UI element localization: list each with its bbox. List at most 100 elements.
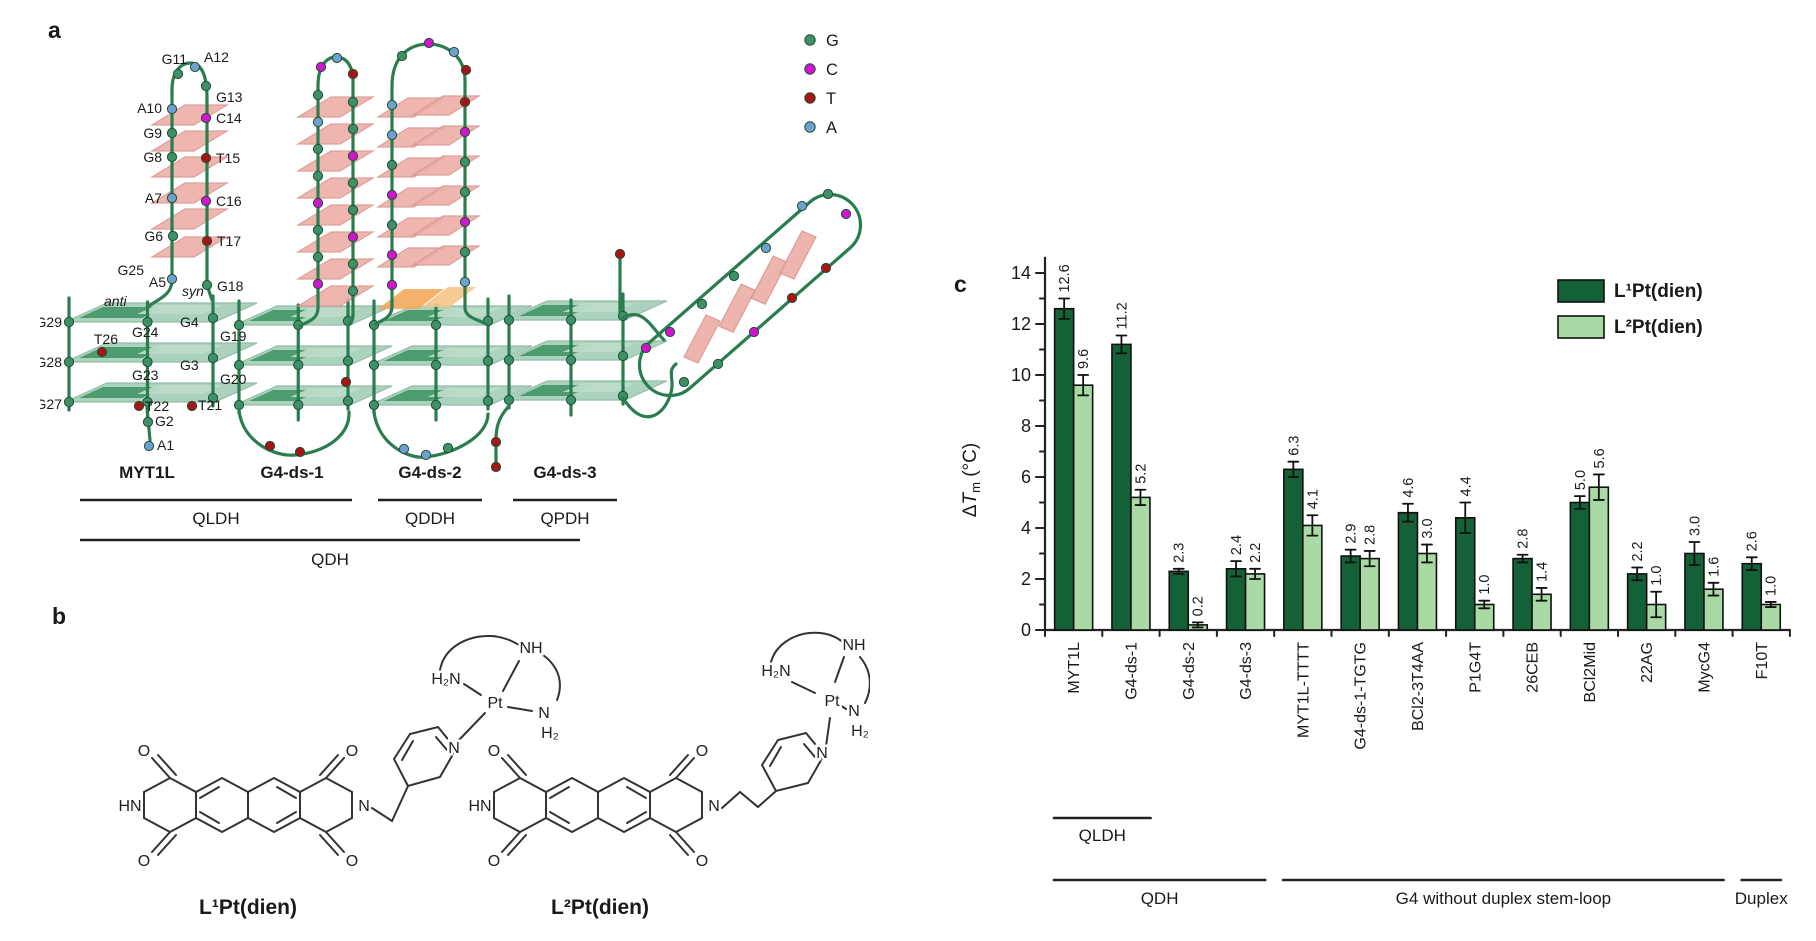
nucleotide-dot-G <box>312 143 324 155</box>
tetrad-face <box>149 130 230 152</box>
tetrad-face <box>149 208 230 230</box>
nucleotide-label-G9: G9 <box>143 125 162 141</box>
nucleotide-dot-C <box>386 249 398 261</box>
value-label-BCl2-3T4AA-s1: 4.6 <box>1401 478 1417 498</box>
strand-path <box>501 831 521 853</box>
bar-MYT1L-TTTT-s1 <box>1283 468 1304 631</box>
chart-group-label: G4 without duplex stem-loop <box>1396 889 1611 908</box>
chart-group-label: Duplex <box>1735 889 1788 908</box>
nucleotide-label-G28: G28 <box>40 354 62 370</box>
nucleotide-dot-G <box>166 127 178 139</box>
value-label-P1G4T-s2: 1.0 <box>1477 575 1493 595</box>
nucleotide-label-G4: G4 <box>180 314 199 330</box>
bar-F10T-s1 <box>1741 562 1763 631</box>
bar-MYT1L-s1 <box>1053 307 1075 631</box>
nucleotide-dot-G <box>166 151 178 163</box>
value-label-G4-ds-2-s2: 0.2 <box>1191 596 1207 616</box>
strand-path <box>195 776 249 834</box>
value-label-G4-ds-3-s1: 2.4 <box>1229 535 1245 555</box>
strand-path <box>803 743 816 758</box>
tetrad-face <box>295 150 376 172</box>
chart-legend-label-1: L¹Pt(dien) <box>1614 281 1703 302</box>
nucleotide-label-G24: G24 <box>132 324 159 340</box>
tetrad-face <box>718 283 757 333</box>
tetrad-face <box>422 287 476 307</box>
bar-BCl2Mid-s2 <box>1588 486 1610 631</box>
atom-label-N: N <box>538 705 550 722</box>
y-tick-label: 4 <box>1021 518 1031 538</box>
panel-c-canvas: c ΔTm (°C) 0 2 4 6 8 10 12 14 12.6 9.6 MYT1L 11.2 5.… <box>954 256 1792 908</box>
tetrad-face <box>295 204 376 226</box>
nucleotide-label-A1: A1 <box>157 437 174 453</box>
strand-path <box>276 811 297 824</box>
value-label-MYT1L-s1: 12.6 <box>1057 264 1073 292</box>
legend-dot-G <box>804 34 816 46</box>
value-label-G4-ds-1-s1: 11.2 <box>1114 302 1130 329</box>
strand-path <box>494 404 511 466</box>
nucleotide-dot-C <box>386 279 398 291</box>
nucleotide-dot-G <box>293 399 304 411</box>
nucleotide-dot-G <box>347 204 359 216</box>
x-tick-label-MycG4: MycG4 <box>1696 642 1713 693</box>
strand-path <box>859 656 871 704</box>
value-label-26CEB-s2: 1.4 <box>1535 562 1551 582</box>
panel-a: a G11 A12 A10 G13 C14 G9 G8 T15 A7 C16 G6 T17 G25 A5 s… <box>36 10 880 570</box>
nucleotide-dot-G <box>233 319 245 331</box>
nucleotide-dot-G <box>728 270 740 282</box>
y-tick-label: 2 <box>1021 569 1031 589</box>
nucleotide-dot-G <box>207 312 219 324</box>
atom-label-O: O <box>138 743 150 760</box>
strand-path <box>401 740 414 761</box>
nucleotide-dot-G <box>482 355 494 367</box>
strand-path <box>325 831 345 853</box>
group-label-qdh: QDH <box>311 550 349 569</box>
nucleotide-dot-C <box>200 195 212 207</box>
atom-label-HN: HN <box>468 798 491 815</box>
nucleotide-dot-G <box>565 354 577 366</box>
value-label-G4-ds-2-s1: 2.3 <box>1172 543 1188 563</box>
atom-label-N: N <box>848 703 860 720</box>
strand-path <box>374 304 394 326</box>
strand-path <box>247 776 301 834</box>
nucleotide-dot-A <box>189 61 201 73</box>
strand-path <box>372 410 490 459</box>
bar-BCl2-3T4AA-s2 <box>1416 552 1438 631</box>
tetrad-face <box>295 231 376 253</box>
nucleotide-label-G11: G11 <box>162 51 188 67</box>
tetrad-face <box>295 258 376 280</box>
y-tick-label: 12 <box>1011 314 1031 334</box>
atom-label-N: N <box>816 745 828 762</box>
atom-label-NH: NH <box>842 637 865 654</box>
nucleotide-dot-C <box>386 189 398 201</box>
nucleotide-dot-C <box>423 37 435 49</box>
x-tick-label-22AG: 22AG <box>1639 642 1656 683</box>
nucleotide-dot-T <box>201 235 213 247</box>
tetrad-face <box>562 343 636 352</box>
strand-path <box>299 776 353 834</box>
atom-label-H₂: H₂ <box>851 723 869 740</box>
value-label-G4-ds-1-TGTG-s2: 2.8 <box>1363 525 1379 545</box>
nucleotide-dot-G <box>63 356 75 368</box>
tetrad-face <box>137 305 223 314</box>
tetrad-face <box>295 177 376 199</box>
atom-label-Pt: Pt <box>824 693 840 710</box>
nucleotide-label-T21: T21 <box>198 397 222 413</box>
strand-path <box>675 757 695 779</box>
molecule-name-l2pt: L²Pt(dien) <box>551 896 649 919</box>
strand-path <box>392 725 458 788</box>
group-label-qddh: QDDH <box>405 509 455 528</box>
tetrad-face <box>137 345 223 354</box>
bar-BCl2Mid-s1 <box>1569 501 1591 631</box>
nucleotide-dot-G <box>430 399 442 411</box>
nucleotide-dot-T <box>294 446 306 458</box>
panel-a-label: a <box>48 17 61 43</box>
nucleotide-dot-A <box>143 440 155 452</box>
value-label-BCl2Mid-s1: 5.0 <box>1573 470 1589 490</box>
nucleotide-dot-G <box>142 416 154 428</box>
strand-path <box>549 811 570 824</box>
value-label-MycG4-s2: 1.6 <box>1706 557 1722 577</box>
nucleotide-dot-G <box>207 352 219 364</box>
nucleotide-dot-G <box>201 279 213 291</box>
bar-MYT1L-s2 <box>1072 384 1094 631</box>
nucleotide-dot-C <box>640 342 652 354</box>
